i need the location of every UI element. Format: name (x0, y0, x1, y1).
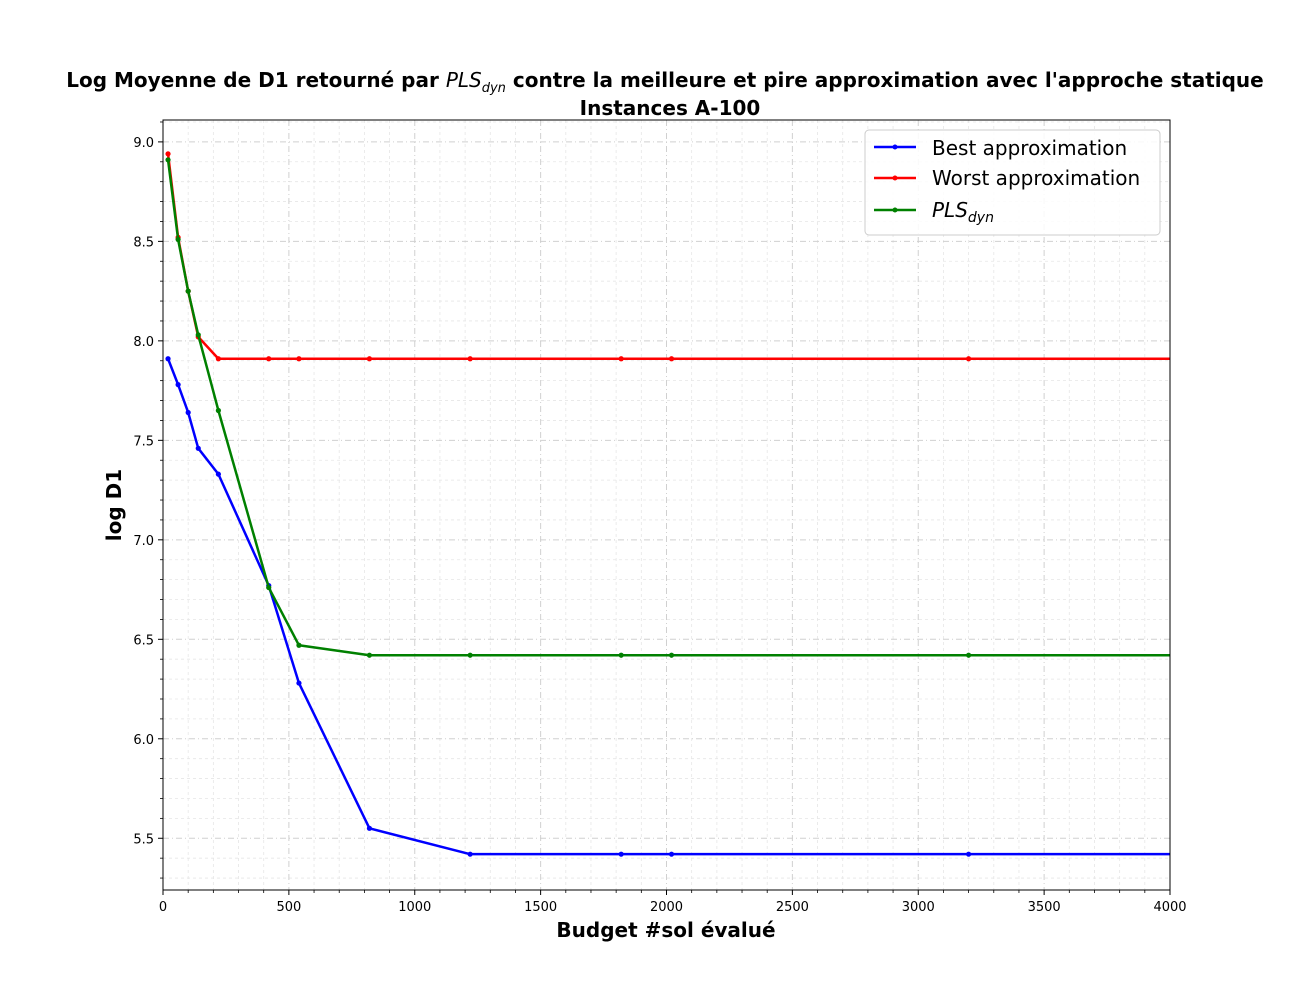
data-point-worst (668, 356, 675, 362)
y-tick-label: 6.0 (133, 733, 154, 748)
data-point-worst (366, 356, 373, 362)
data-point-pls-dyn (366, 652, 373, 658)
data-point-best (966, 851, 972, 857)
legend-marker-worst (892, 175, 898, 181)
y-axis-label: log D1 (102, 469, 126, 541)
x-tick-label: 4000 (1153, 900, 1186, 915)
data-point-pls-dyn (175, 236, 181, 242)
axis-ticks: 0 500 1000 1500 2000 2500 3000 3500 4000 5.5 6.0 6.… (133, 121, 1187, 915)
data-point-worst (296, 356, 302, 362)
legend-entry-worst: Worst approximation (874, 166, 1140, 190)
x-axis-label: Budget #sol évalué (556, 918, 775, 942)
series-line-best (166, 358, 1170, 856)
x-tick-label: 2500 (776, 900, 809, 915)
chart-title: Log Moyenne de D1 retourné par PLSdyn co… (66, 68, 1263, 96)
legend-entry-best: Best approximation (874, 136, 1127, 160)
data-point-worst (618, 356, 624, 362)
x-tick-label: 1500 (524, 900, 557, 915)
legend-label-pls-dyn: PLSdyn (932, 198, 994, 226)
data-point-pls-dyn (966, 652, 972, 658)
x-tick-label: 500 (276, 900, 301, 915)
y-tick-label: 6.5 (133, 633, 154, 648)
legend-marker-best (892, 144, 898, 150)
data-point-pls-dyn (165, 157, 171, 163)
legend-entry-pls-dyn: PLSdyn (874, 198, 994, 226)
data-point-best (185, 409, 191, 416)
y-tick-label: 8.5 (133, 235, 154, 250)
data-point-worst (215, 356, 221, 362)
data-point-best (296, 680, 302, 686)
chart-subtitle: Instances A-100 (580, 96, 761, 120)
y-tick-label: 5.5 (133, 832, 154, 847)
data-point-pls-dyn (266, 584, 272, 591)
y-tick-label: 9.0 (133, 136, 154, 151)
data-point-pls-dyn (296, 642, 302, 648)
y-tick-label: 8.0 (133, 335, 154, 350)
data-point-worst (266, 356, 272, 362)
data-point-pls-dyn (195, 332, 201, 338)
data-point-worst (467, 356, 473, 362)
y-tick-label: 7.0 (133, 534, 154, 549)
x-tick-label: 0 (159, 900, 167, 915)
x-tick-label: 1000 (398, 900, 431, 915)
data-point-worst (165, 151, 171, 157)
data-point-pls-dyn (668, 652, 675, 658)
x-tick-label: 2000 (650, 900, 683, 915)
data-point-pls-dyn (618, 652, 624, 658)
data-point-best (165, 356, 171, 362)
data-point-best (668, 851, 675, 857)
legend-label-best: Best approximation (932, 136, 1127, 160)
data-point-pls-dyn (185, 288, 191, 294)
data-point-best (618, 851, 624, 857)
data-point-pls-dyn (467, 652, 473, 658)
legend-label-worst: Worst approximation (932, 166, 1140, 190)
x-tick-label: 3500 (1028, 900, 1061, 915)
legend-box (864, 129, 1161, 236)
data-point-best (366, 825, 373, 831)
legend: Best approximation Worst approximation P… (864, 129, 1161, 236)
series-lines (165, 151, 1170, 857)
data-point-pls-dyn (215, 407, 221, 414)
legend-marker-pls-dyn (892, 207, 898, 213)
data-point-best (215, 471, 221, 477)
plot-frame (162, 119, 1171, 891)
data-point-best (195, 445, 201, 451)
data-point-best (467, 851, 473, 857)
grid (162, 120, 1171, 890)
y-tick-label: 7.5 (133, 434, 154, 449)
data-point-best (175, 382, 181, 388)
x-tick-label: 3000 (902, 900, 935, 915)
data-point-worst (966, 356, 972, 362)
